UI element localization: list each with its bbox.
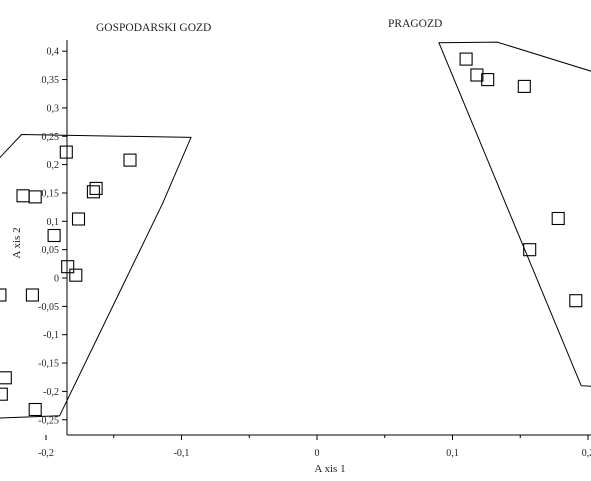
y-tick-label: 0,05 [42, 245, 60, 256]
group-label-gospodarski-gozd: GOSPODARSKI GOZD [96, 22, 211, 34]
x-tick-label: -0,2 [38, 448, 54, 459]
data-point-gospodarski-gozd [0, 371, 12, 385]
data-point-gospodarski-gozd [0, 387, 8, 401]
group-hulls [0, 41, 591, 419]
data-point-gospodarski-gozd [28, 190, 42, 204]
data-point-pragozd [481, 73, 495, 87]
data-point-gospodarski-gozd [0, 288, 7, 302]
x-tick-label: 0 [315, 448, 320, 459]
y-tick-label: -0,15 [38, 359, 59, 370]
data-point-gospodarski-gozd [61, 260, 75, 274]
axes: -0,3-0,2-0,100,10,20,30,4 0,40,350,30,25… [38, 40, 591, 459]
x-tick-label: 0,1 [446, 448, 459, 459]
x-ticks: -0,3-0,2-0,100,10,20,30,4 [38, 435, 591, 459]
data-point-pragozd [569, 294, 583, 308]
data-point-gospodarski-gozd [71, 212, 86, 226]
data-point-pragozd [551, 211, 565, 226]
data-point-pragozd [523, 243, 537, 257]
hull-gospodarski-gozd [0, 133, 192, 419]
data-point-gospodarski-gozd [59, 145, 73, 159]
y-tick-label: -0,2 [43, 387, 59, 398]
data-point-gospodarski-gozd [89, 181, 103, 195]
y-tick-label: 0,4 [47, 47, 60, 58]
y-tick-label: -0,05 [38, 302, 59, 313]
y-tick-label: 0,35 [42, 75, 60, 86]
data-points [0, 52, 583, 417]
x-axis-title: A xis 1 [314, 463, 345, 475]
group-label-pragozd: PRAGOZD [388, 18, 442, 30]
y-tick-label: 0,15 [42, 188, 60, 199]
data-point-gospodarski-gozd [123, 153, 137, 167]
data-point-gospodarski-gozd [47, 228, 61, 243]
y-tick-label: 0,25 [42, 132, 60, 143]
data-point-gospodarski-gozd [86, 185, 100, 199]
y-tick-label: 0 [54, 274, 59, 285]
y-tick-label: 0,3 [47, 103, 60, 114]
y-ticks: 0,4 0,35 0,3 0,25 0,2 0,15 0,1 0,05 0 -0,05 -0,1 -0… [38, 47, 67, 426]
y-tick-label: -0,25 [38, 415, 59, 426]
y-axis-title: A xis 2 [11, 227, 23, 258]
y-tick-label: 0,1 [47, 217, 60, 228]
data-point-pragozd [459, 52, 473, 66]
data-point-gospodarski-gozd [69, 268, 83, 282]
x-tick-label: 0,2 [582, 448, 591, 459]
data-point-pragozd [517, 79, 531, 93]
hull-pragozd [438, 41, 591, 387]
y-tick-label: -0,1 [43, 330, 59, 341]
y-tick-label: 0,2 [47, 160, 60, 171]
x-tick-label: -0,1 [174, 448, 190, 459]
data-point-gospodarski-gozd [28, 402, 42, 417]
data-point-gospodarski-gozd [25, 288, 39, 302]
data-point-pragozd [470, 68, 484, 82]
